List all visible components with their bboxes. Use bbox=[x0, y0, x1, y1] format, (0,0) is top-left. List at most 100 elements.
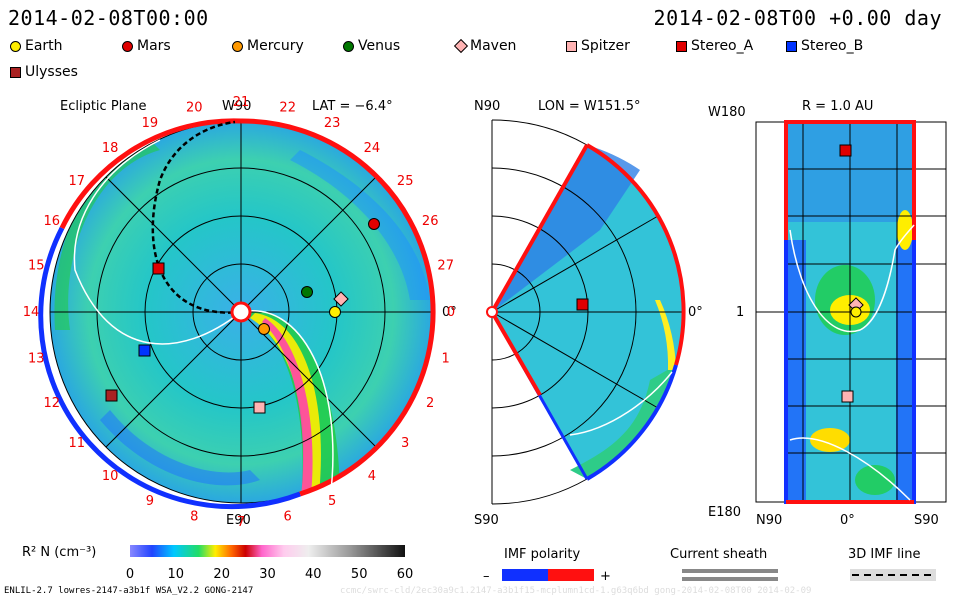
datetime-right: 2014-02-08T00 +0.00 day bbox=[653, 6, 942, 30]
ecliptic-clock-labels: 20 21 222324252627012345678910111213141516… bbox=[23, 95, 455, 530]
colorbar-label: R² N (cm⁻³) bbox=[22, 545, 96, 560]
datetime-left: 2014-02-08T00:00 bbox=[8, 6, 209, 30]
colorbar-tick-20: 20 bbox=[213, 567, 230, 582]
clock-label-14: 14 bbox=[23, 305, 40, 320]
clock-label-23: 23 bbox=[324, 116, 341, 131]
ulysses-marker bbox=[105, 389, 118, 402]
stereo-b-marker-icon bbox=[786, 40, 797, 52]
clock-label-6: 6 bbox=[284, 510, 292, 525]
legend-maven: Maven bbox=[453, 38, 516, 54]
density-colorbar bbox=[130, 545, 405, 557]
mars-marker-icon bbox=[122, 40, 133, 52]
clock-label-8: 8 bbox=[190, 510, 198, 525]
mercury-marker-icon bbox=[232, 40, 243, 52]
spacecraft-markers bbox=[105, 144, 864, 414]
colorbar-ticks: 0 10 20 30 40 50 60 bbox=[126, 567, 413, 582]
clock-label-9: 9 bbox=[146, 494, 154, 509]
clock-label-5: 5 bbox=[328, 494, 336, 509]
imf-negative-bar bbox=[502, 569, 548, 581]
earth-marker bbox=[329, 306, 341, 318]
spitzer-marker bbox=[253, 401, 266, 414]
clock-label-25: 25 bbox=[397, 174, 414, 189]
clock-label-19: 19 bbox=[142, 116, 159, 131]
panel2-right-label: 0° bbox=[688, 305, 703, 320]
stereo-a-marker-map bbox=[839, 144, 852, 157]
spitzer-marker-map bbox=[841, 390, 854, 403]
panel3-x-left: N90 bbox=[756, 513, 782, 528]
colorbar-tick-60: 60 bbox=[397, 567, 414, 582]
sheath-line-2 bbox=[682, 577, 778, 581]
panel2-lon-label: LON = W151.5° bbox=[538, 99, 640, 114]
legend-stereo-a: Stereo_A bbox=[676, 38, 753, 54]
mercury-marker bbox=[258, 323, 270, 335]
colorbar-tick-30: 30 bbox=[259, 567, 276, 582]
clock-label-12: 12 bbox=[44, 396, 61, 411]
clock-label-11: 11 bbox=[69, 436, 86, 451]
clock-label-3: 3 bbox=[401, 436, 409, 451]
colorbar-tick-10: 10 bbox=[168, 567, 185, 582]
legend-spitzer: Spitzer bbox=[566, 38, 630, 54]
sheath-line-1 bbox=[682, 569, 778, 573]
panel1-lat-label: LAT = −6.4° bbox=[312, 99, 393, 114]
clock-label-22: 22 bbox=[279, 100, 296, 115]
meridional-plot bbox=[486, 119, 686, 505]
clock-label-17: 17 bbox=[69, 174, 86, 189]
spitzer-marker-icon bbox=[566, 40, 577, 52]
stereo-a-marker-meridional bbox=[576, 298, 589, 311]
earth-marker-map bbox=[850, 306, 862, 318]
clock-label-1: 1 bbox=[442, 352, 450, 367]
stereo-a-marker bbox=[152, 262, 165, 275]
legend-stereo-b: Stereo_B bbox=[786, 38, 863, 54]
legend-venus: Venus bbox=[343, 38, 400, 54]
sheath-title: Current sheath bbox=[670, 547, 767, 562]
panel3-r-label: R = 1.0 AU bbox=[802, 99, 873, 114]
panel1-title: Ecliptic Plane bbox=[60, 99, 146, 114]
clock-label-7: 7 bbox=[237, 515, 245, 530]
panel1-bottom-label: E90 bbox=[226, 513, 251, 528]
stereo-a-marker-icon bbox=[676, 40, 687, 52]
colorbar-tick-0: 0 bbox=[126, 567, 134, 582]
stereo-b-marker bbox=[138, 344, 151, 357]
model-footer: ENLIL-2.7 lowres-2147-a3b1f WSA_V2.2 GON… bbox=[4, 586, 254, 596]
colorbar-tick-40: 40 bbox=[305, 567, 322, 582]
clock-label-4: 4 bbox=[368, 469, 376, 484]
panel2-bottom-left: S90 bbox=[474, 513, 499, 528]
clock-label-13: 13 bbox=[28, 352, 45, 367]
panel3-top-left: W180 bbox=[708, 105, 746, 120]
imf-plus: + bbox=[600, 569, 611, 584]
legend-mercury: Mercury bbox=[232, 38, 304, 54]
clock-label-15: 15 bbox=[28, 258, 45, 273]
clock-label-24: 24 bbox=[364, 141, 381, 156]
earth-marker-icon bbox=[10, 40, 21, 52]
clock-label-0: 0 bbox=[447, 305, 455, 320]
panel3-x-right: S90 bbox=[914, 513, 939, 528]
venus-marker bbox=[301, 286, 313, 298]
ecliptic-plane-plot bbox=[38, 118, 436, 510]
clock-label-10: 10 bbox=[102, 469, 119, 484]
legend-ulysses: Ulysses bbox=[10, 64, 78, 80]
panel3-mid-left: 1 bbox=[736, 305, 744, 320]
legend-mars: Mars bbox=[122, 38, 171, 54]
imf-positive-bar bbox=[548, 569, 594, 581]
ulysses-marker-icon bbox=[10, 66, 21, 78]
legend-earth: Earth bbox=[10, 38, 63, 54]
maven-marker bbox=[333, 291, 349, 307]
colorbar-tick-50: 50 bbox=[351, 567, 368, 582]
imf-minus: – bbox=[483, 569, 490, 584]
clock-label-18: 18 bbox=[102, 141, 119, 156]
clock-label-21: 21 bbox=[233, 95, 250, 110]
venus-marker-icon bbox=[343, 40, 354, 52]
r1au-map-plot bbox=[755, 120, 947, 504]
panel1-right-label: 0° bbox=[442, 305, 457, 320]
clock-label-26: 26 bbox=[422, 214, 439, 229]
panel1-top-label: W90 bbox=[222, 99, 251, 114]
clock-label-20: 20 bbox=[186, 100, 203, 115]
clock-label-16: 16 bbox=[44, 214, 61, 229]
panel3-x-mid: 0° bbox=[840, 513, 855, 528]
panel3-bottom-left: E180 bbox=[708, 505, 741, 520]
imf-line-title: 3D IMF line bbox=[848, 547, 921, 562]
imf-title: IMF polarity bbox=[504, 547, 580, 562]
mars-marker bbox=[368, 218, 380, 230]
watermark-text: ccmc/swrc-cld/2ec30a9c1.2147-a3b1f15-mcp… bbox=[340, 586, 812, 596]
